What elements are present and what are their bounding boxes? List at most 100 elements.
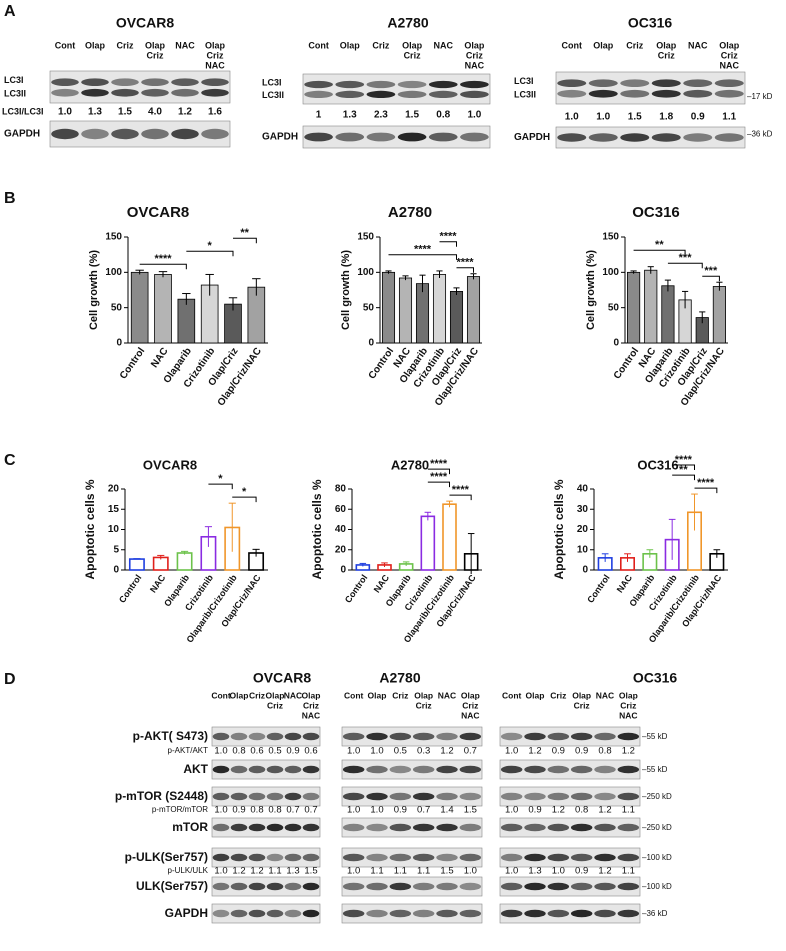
lane-label: NAC xyxy=(284,690,302,700)
lane-label: Olap xyxy=(340,40,361,50)
lane-label: NAC xyxy=(205,60,225,70)
significance-label: **** xyxy=(675,454,693,466)
y-tick-label: 10 xyxy=(108,524,120,535)
lane-label: Criz xyxy=(372,40,390,50)
blot-band xyxy=(714,133,744,142)
lane-label: Criz xyxy=(626,40,644,50)
blot-band xyxy=(428,90,458,98)
loading-label: GAPDH xyxy=(262,132,298,143)
significance-label: **** xyxy=(414,244,432,256)
ratio-value: 1.1 xyxy=(622,805,635,816)
ratio-value: 1.0 xyxy=(347,805,360,816)
ratio-value: 0.8 xyxy=(268,805,281,816)
ratio-value: 1.0 xyxy=(370,805,383,816)
y-axis-label: Apoptotic cells % xyxy=(83,479,97,579)
significance-bracket xyxy=(208,483,233,490)
blot xyxy=(499,726,641,747)
significance-bracket xyxy=(449,494,472,501)
blot-band xyxy=(51,88,79,97)
blot-band xyxy=(459,853,482,862)
blot xyxy=(302,73,491,105)
loading-label: GAPDH xyxy=(4,129,40,140)
blot-band xyxy=(266,909,284,918)
lane-label: Olap xyxy=(572,690,591,700)
blot-band xyxy=(524,853,546,862)
blot-band xyxy=(171,88,199,97)
ratio-value: 1.5 xyxy=(405,110,419,121)
significance-label: **** xyxy=(456,257,474,269)
bar xyxy=(398,277,413,344)
error-bar xyxy=(716,281,723,291)
blot xyxy=(211,847,321,868)
blot-band xyxy=(51,78,79,87)
lane-label: Olap xyxy=(414,690,433,700)
ratio-value: 1.0 xyxy=(464,866,477,877)
blot-band xyxy=(547,732,570,741)
blot-band xyxy=(302,765,320,774)
blot-band xyxy=(212,792,230,801)
x-tick-label: Control xyxy=(118,346,148,382)
significance-bracket xyxy=(427,481,450,488)
blot-band xyxy=(366,909,388,918)
bar xyxy=(466,276,481,344)
lane-label: Olap xyxy=(266,690,285,700)
lane-label: Criz xyxy=(206,50,224,60)
blot-band xyxy=(201,88,229,97)
ratio-value: 0.7 xyxy=(417,805,430,816)
chart-title: A2780 xyxy=(388,204,432,221)
blot-band xyxy=(342,792,365,801)
blot xyxy=(341,903,483,924)
blot-band xyxy=(201,78,229,87)
blot-band xyxy=(436,732,458,741)
y-tick-label: 0 xyxy=(613,338,619,349)
blot-band xyxy=(617,792,640,801)
lane-label: Cont xyxy=(308,40,329,50)
bar xyxy=(449,291,464,344)
blot-band xyxy=(570,792,593,801)
y-tick-label: 0 xyxy=(116,338,122,349)
x-tick-label: Control xyxy=(343,573,370,605)
blot-band xyxy=(436,853,458,862)
blot xyxy=(499,817,641,838)
bar xyxy=(128,558,145,571)
error-bar xyxy=(681,290,689,309)
blot-band xyxy=(651,79,681,88)
error-bar xyxy=(181,550,189,555)
significance-label: **** xyxy=(430,471,448,483)
lane-label: Criz xyxy=(462,700,478,710)
row-label: ULK(Ser757) xyxy=(136,879,208,893)
y-tick-label: 20 xyxy=(335,544,347,555)
blot-band xyxy=(594,732,616,741)
blot-band xyxy=(412,823,435,832)
significance-bracket xyxy=(233,237,257,244)
blot-band xyxy=(230,765,248,774)
blot-band xyxy=(266,792,284,801)
significance-bracket xyxy=(186,250,234,257)
error-bar xyxy=(691,493,698,531)
blot-band xyxy=(459,909,482,918)
blot-band xyxy=(436,765,458,774)
y-tick-label: 0 xyxy=(113,565,119,576)
y-tick-label: 5 xyxy=(113,544,119,555)
blot-band xyxy=(389,792,412,801)
error-bar xyxy=(385,270,392,274)
ratio-value: 1.8 xyxy=(659,112,673,123)
blot xyxy=(555,71,746,105)
y-tick-label: 100 xyxy=(602,267,619,278)
error-bar xyxy=(359,562,367,567)
blot-band xyxy=(389,732,412,741)
blot xyxy=(341,726,483,747)
blot-band xyxy=(342,853,365,862)
y-tick-label: 10 xyxy=(577,544,589,555)
lane-label: Cont xyxy=(55,40,76,50)
bar xyxy=(661,285,675,344)
error-bar xyxy=(157,554,165,560)
y-tick-label: 30 xyxy=(577,504,589,515)
blot-band xyxy=(547,792,570,801)
y-axis-label: Cell growth (%) xyxy=(585,250,597,330)
blot-band xyxy=(459,792,482,801)
error-bar xyxy=(646,549,654,558)
ratio-value: 1.0 xyxy=(214,866,227,877)
ratio-value: 2.3 xyxy=(374,110,388,121)
